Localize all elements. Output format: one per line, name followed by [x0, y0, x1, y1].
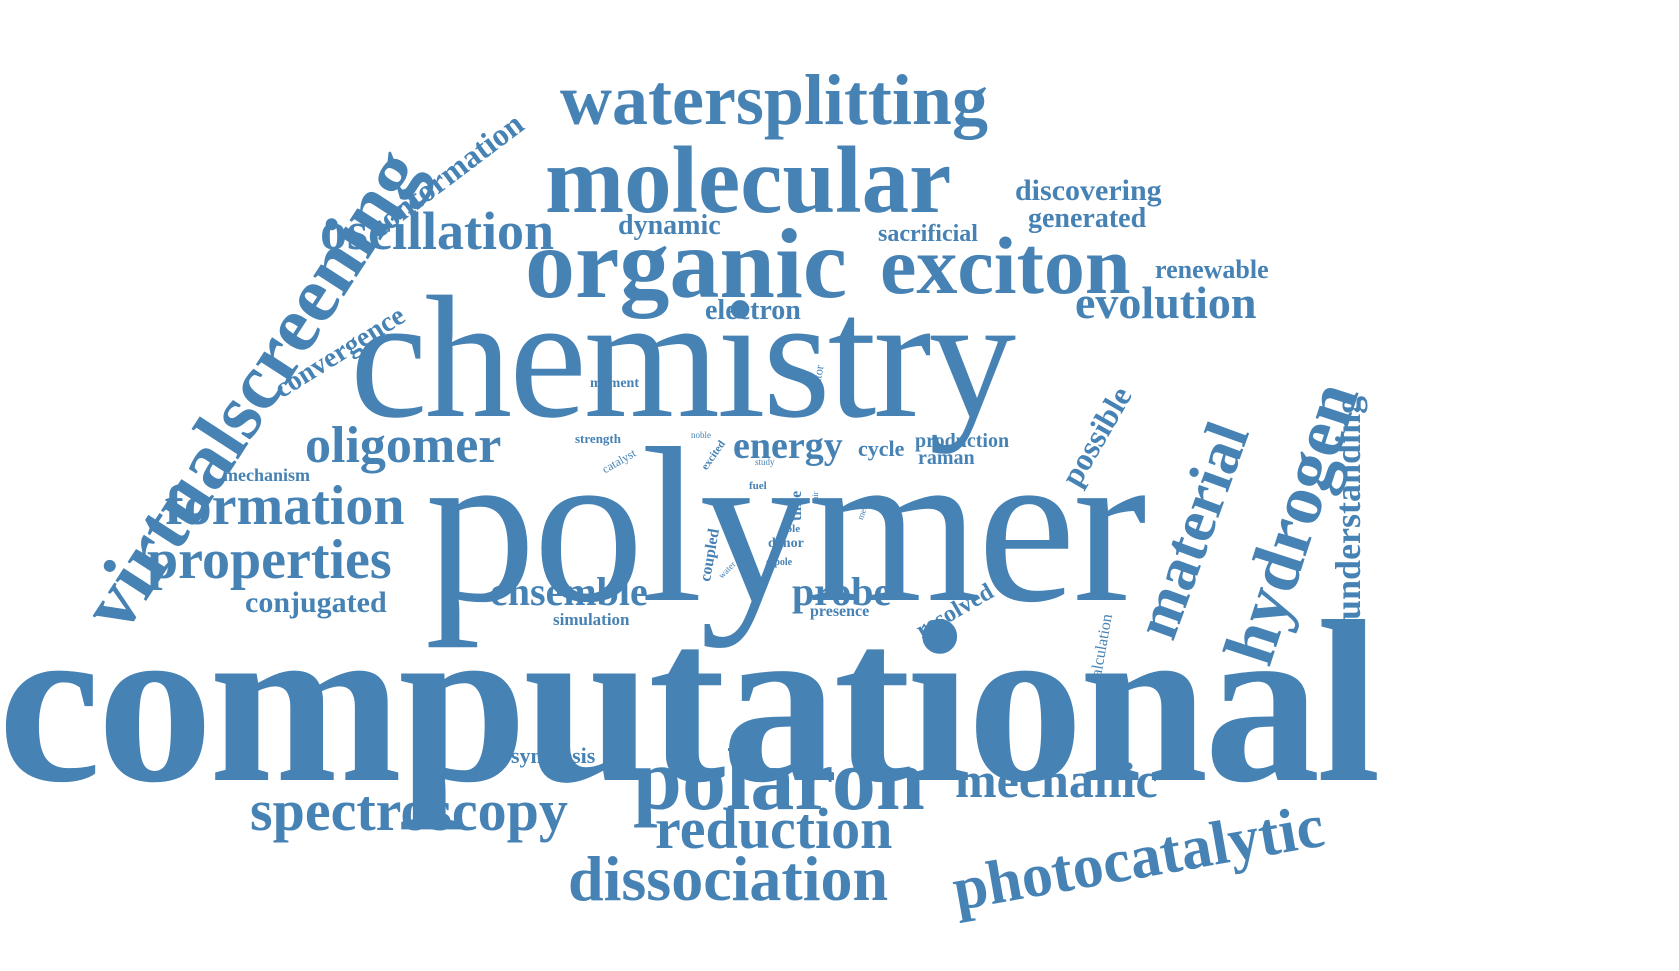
word-presence: presence — [810, 603, 870, 620]
word-discovering: discovering — [1015, 174, 1162, 207]
word-energy: energy — [733, 425, 843, 467]
word-fuel: fuel — [749, 480, 767, 492]
word-mechanism: mechanism — [223, 465, 310, 485]
word-raman: raman — [918, 447, 975, 469]
word-probe: probe — [792, 569, 892, 614]
word-ensemble: ensemble — [490, 569, 648, 614]
word-synthesis: synthesis — [511, 743, 596, 768]
word-moment: moment — [590, 376, 639, 391]
word-dipole: dipole — [766, 557, 793, 568]
word-dynamic: dynamic — [618, 210, 721, 241]
word-role: role — [782, 523, 801, 535]
word-simulation: simulation — [553, 610, 630, 629]
word-evolution: evolution — [1075, 277, 1257, 328]
word-polaron: polaron — [633, 732, 925, 829]
word-spectroscopy: spectroscopy — [250, 778, 568, 843]
word-sacrificial: sacrificial — [878, 221, 978, 247]
word-pair: pair — [811, 491, 820, 504]
word-computational: computational — [0, 574, 1381, 831]
word-polymer: polymer — [425, 403, 1147, 649]
word-dissociation: dissociation — [568, 843, 889, 914]
word-organic: organic — [525, 208, 848, 319]
word-donor: donor — [768, 536, 804, 551]
word-exciton: exciton — [880, 220, 1131, 311]
word-understanding: understanding — [1328, 395, 1368, 620]
word-cycle: cycle — [858, 436, 905, 461]
word-oligomer: oligomer — [305, 417, 502, 474]
word-oscillation: oscillation — [320, 201, 555, 261]
word-production: production — [915, 430, 1010, 452]
word-strength: strength — [575, 431, 621, 446]
word-time: time — [788, 490, 805, 521]
word-watersplitting: watersplitting — [560, 60, 988, 140]
word-formation: formation — [165, 475, 405, 537]
word-generated: generated — [1028, 203, 1147, 234]
word-renewable: renewable — [1155, 255, 1269, 284]
word-reduction: reduction — [655, 796, 893, 861]
word-noble: noble — [691, 430, 711, 440]
word-molecular: molecular — [545, 127, 952, 233]
word-study: study — [755, 457, 775, 467]
word-electron: electron — [705, 295, 801, 326]
word-properties: properties — [147, 529, 392, 591]
word-chemistry: chemistry — [350, 260, 1016, 454]
word-mechanic: mechanic — [955, 752, 1158, 808]
word-conjugated: conjugated — [245, 586, 387, 619]
